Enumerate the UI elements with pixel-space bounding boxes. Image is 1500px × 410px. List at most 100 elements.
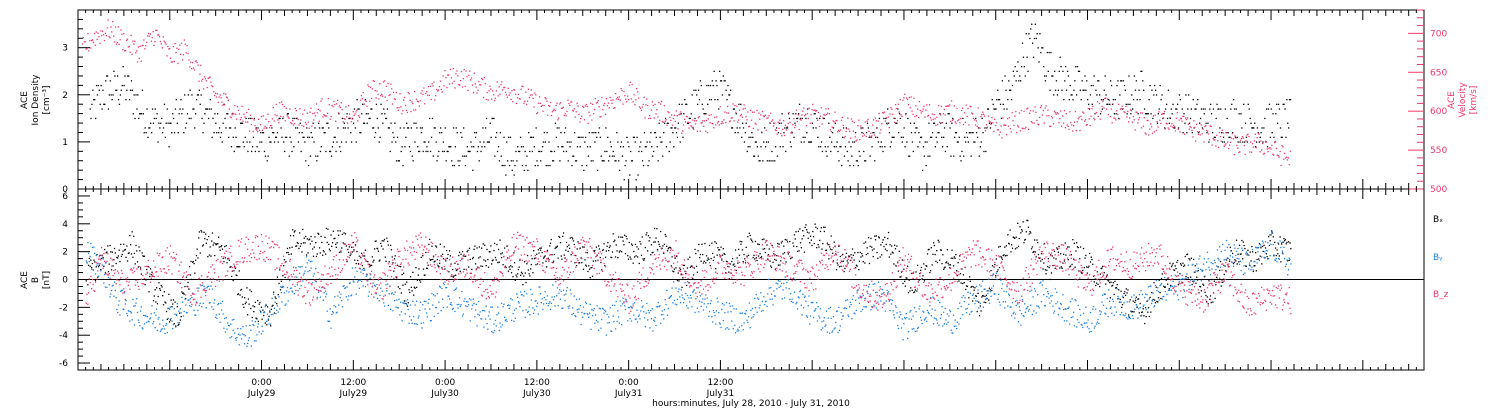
bfield-series-1-point	[269, 311, 271, 313]
velocity-series-point	[361, 98, 363, 100]
density-series-point	[988, 122, 991, 124]
density-series-point	[704, 113, 706, 115]
velocity-series-point	[799, 118, 801, 120]
velocity-series-point	[1094, 119, 1096, 121]
velocity-series-point	[381, 95, 384, 97]
bfield-series-1-point	[1048, 266, 1050, 269]
velocity-series-point	[658, 101, 660, 104]
density-series-point	[1185, 94, 1187, 96]
velocity-series-point	[772, 125, 775, 127]
velocity-series-point	[615, 98, 618, 100]
density-series-point	[151, 108, 154, 110]
velocity-series-point	[1127, 110, 1129, 112]
bfield-series-1-point	[1055, 258, 1057, 260]
bfield-series-1-point	[805, 224, 807, 226]
density-series-point	[477, 146, 479, 148]
velocity-series-point	[798, 128, 800, 131]
density-series-point	[135, 94, 137, 96]
density-series-point	[454, 146, 456, 148]
velocity-series-point	[899, 98, 901, 101]
bfield-series-1-point	[1188, 258, 1190, 260]
velocity-series-point	[474, 83, 476, 85]
density-series-point	[179, 108, 181, 110]
velocity-series-point	[848, 128, 850, 130]
velocity-series-point	[500, 83, 502, 86]
velocity-series-point	[404, 104, 407, 107]
density-series-point	[452, 164, 454, 167]
bfield-series-1-point	[1197, 269, 1199, 272]
bfield-series-1-point	[1076, 246, 1079, 248]
density-series-point	[798, 103, 801, 105]
velocity-series-point	[838, 129, 840, 132]
velocity-series-point	[955, 122, 957, 125]
density-series-point	[1096, 94, 1098, 96]
bfield-series-2-point	[90, 242, 92, 245]
velocity-series-point	[787, 122, 789, 125]
bfield-series-1-point	[1024, 238, 1027, 241]
bfield-series-1-point	[569, 237, 571, 239]
bfield-series-1-point	[126, 245, 128, 247]
velocity-series-point	[727, 105, 729, 108]
density-series-point	[1163, 113, 1165, 115]
velocity-series-point	[789, 121, 791, 123]
density-series-point	[552, 160, 555, 162]
velocity-series-point	[894, 104, 897, 106]
velocity-series-point	[241, 105, 243, 107]
velocity-series-point	[249, 114, 252, 116]
density-series-point	[457, 160, 459, 162]
bfield-series-1-point	[1124, 291, 1126, 293]
bfield-series-1-point	[1061, 267, 1063, 269]
velocity-series-point	[1189, 126, 1191, 128]
velocity-series-point	[247, 121, 249, 123]
velocity-series-point	[1181, 120, 1183, 122]
density-series-point	[397, 160, 400, 162]
velocity-series-point	[975, 120, 977, 122]
bfield-series-1-point	[163, 291, 165, 293]
velocity-series-point	[961, 109, 963, 112]
density-series-point	[1253, 127, 1255, 129]
velocity-series-point	[1111, 122, 1113, 124]
bfield-series-1-point	[120, 243, 122, 246]
density-series-point	[1123, 84, 1126, 87]
velocity-series-point	[1193, 120, 1195, 122]
velocity-series-point	[359, 116, 361, 118]
bfield-series-1-point	[666, 250, 669, 252]
bfield-series-1-point	[238, 270, 240, 272]
velocity-series-point	[615, 93, 617, 95]
velocity-series-point	[1003, 124, 1005, 126]
velocity-series-point	[294, 107, 296, 110]
bfield-series-1-point	[547, 257, 549, 259]
bfield-series-1-point	[1105, 283, 1107, 285]
bfield-series-1-point	[653, 227, 656, 230]
velocity-series-point	[229, 116, 231, 118]
bfield-series-1-point	[1036, 239, 1038, 241]
density-series-point	[509, 136, 512, 138]
bfield-series-1-point	[770, 265, 772, 267]
density-series-point	[1209, 108, 1211, 110]
bfield-series-1-point	[687, 258, 689, 260]
bfield-series-1-point	[685, 272, 687, 275]
bfield-series-1-point	[1215, 284, 1217, 286]
bfield-series-1-point	[191, 278, 193, 280]
velocity-series-point	[193, 69, 196, 71]
velocity-series-point	[1040, 105, 1043, 107]
velocity-series-point	[214, 94, 216, 97]
density-series-point	[968, 132, 970, 134]
bfield-series-1-point	[1047, 265, 1049, 268]
velocity-series-point	[652, 104, 654, 107]
velocity-series-point	[514, 89, 516, 91]
bfield-series-1-point	[237, 293, 240, 295]
density-series-point	[558, 127, 560, 129]
density-series-point	[999, 103, 1002, 105]
density-series-point	[653, 150, 655, 153]
density-series-point	[1105, 94, 1107, 96]
bfield-series-1-point	[375, 240, 377, 242]
bfield-series-1-point	[289, 235, 292, 237]
bfield-series-1-point	[230, 266, 232, 268]
bfield-series-1-point	[160, 284, 162, 287]
bfield-series-1-point	[814, 223, 816, 225]
density-series-point	[998, 99, 1000, 101]
bfield-series-1-point	[925, 265, 927, 267]
velocity-series-point	[1162, 117, 1165, 119]
bfield-series-1-point	[223, 261, 225, 263]
